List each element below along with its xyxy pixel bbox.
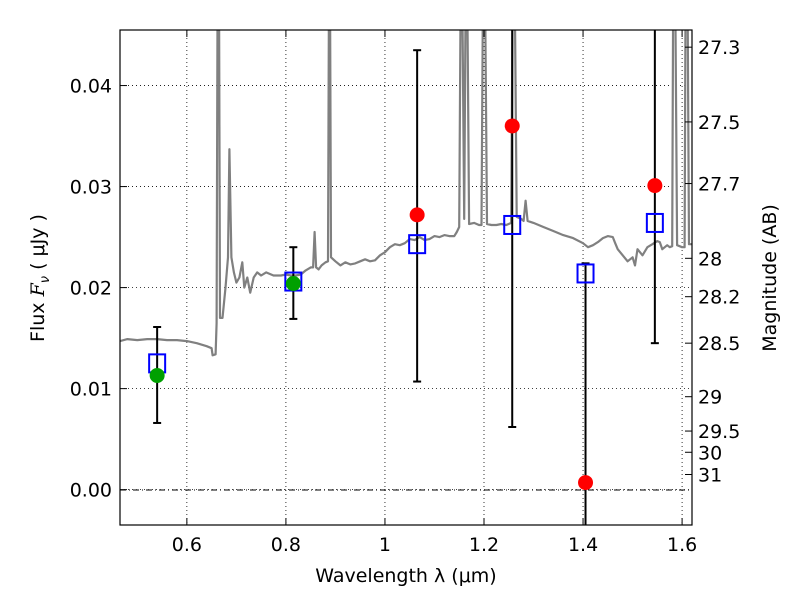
- model-flux-square: [503, 214, 522, 235]
- y-tick-label: 0.04: [70, 76, 112, 98]
- right-tick-label: 27.3: [698, 37, 740, 59]
- y-tick-label: 0.00: [70, 480, 112, 502]
- y-tick-label: 0.03: [70, 177, 112, 199]
- right-tick-label: 28.2: [698, 287, 740, 309]
- y-axis-title-subscript: ν: [38, 276, 53, 283]
- right-tick-label: 27.5: [698, 112, 740, 134]
- x-tick-label: 1.2: [469, 534, 499, 556]
- x-tick-label: 0.6: [172, 534, 202, 556]
- upper-limit-point: [578, 475, 594, 491]
- upper-limit-point: [409, 207, 425, 223]
- right-tick-label: 28: [698, 248, 722, 270]
- spectrum-line: [120, 30, 692, 357]
- y-tick-label: 0.01: [70, 379, 112, 401]
- right-tick-label: 29.5: [698, 421, 740, 443]
- y-axis-title-symbol: F: [27, 282, 49, 297]
- right-tick-label: 30: [698, 442, 722, 464]
- detection-point: [285, 276, 301, 292]
- data-layer: [120, 30, 692, 525]
- x-tick-label: 1: [379, 534, 391, 556]
- upper-limit-point: [647, 178, 663, 194]
- y-tick-label: 0.02: [70, 278, 112, 300]
- right-tick-label: 28.5: [698, 333, 740, 355]
- right-axis-title: Magnitude (AB): [759, 204, 781, 352]
- model-flux-square: [408, 234, 427, 255]
- tick-marks: [120, 30, 692, 525]
- model-flux-square: [645, 212, 664, 233]
- tick-labels: 0.6 0.8 1 1.2 1.4 1.6 0.00 0.01 0.02 0.03 0.04 27.3…: [70, 37, 741, 556]
- x-tick-label: 1.6: [667, 534, 697, 556]
- y-axis-title: Flux Fν ( μJy ): [27, 214, 53, 342]
- upper-limit-point: [504, 118, 520, 134]
- right-tick-label: 29: [698, 387, 722, 409]
- y-axis-title-unit: ( μJy ): [27, 214, 49, 276]
- x-axis-title: Wavelength λ (μm): [315, 565, 496, 587]
- y-axis-title-prefix: Flux: [27, 296, 49, 342]
- grid-lines: [120, 30, 692, 525]
- detection-point: [149, 367, 165, 383]
- right-tick-label: 27.7: [698, 174, 740, 196]
- plot-frame: [119, 29, 693, 526]
- x-tick-label: 1.4: [568, 534, 598, 556]
- right-tick-label: 31: [698, 464, 722, 486]
- model-flux-square: [576, 263, 595, 284]
- x-tick-label: 0.8: [271, 534, 301, 556]
